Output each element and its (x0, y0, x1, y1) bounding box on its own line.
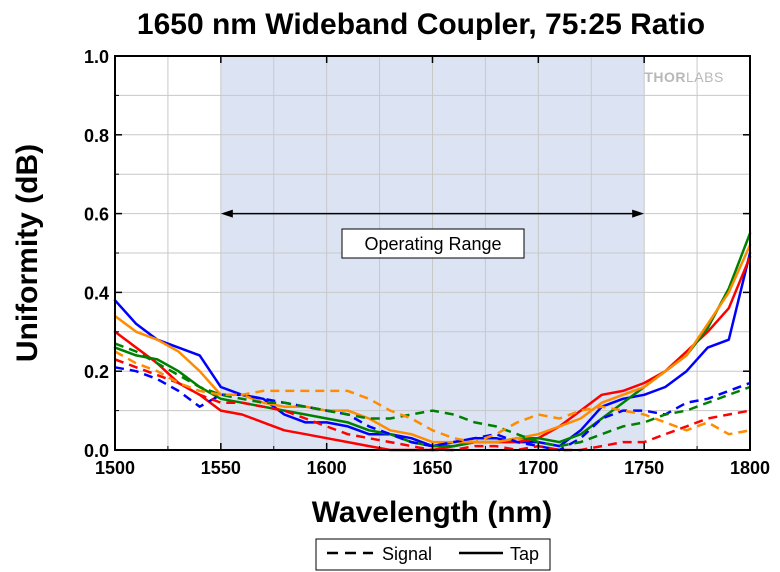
legend-box (315, 538, 551, 571)
series-solid-4 (113, 243, 752, 444)
x-tick-label: 1750 (624, 458, 664, 478)
x-tick-label: 1500 (95, 458, 135, 478)
y-tick-label: 0.0 (84, 441, 109, 461)
x-tick-label: 1650 (412, 458, 452, 478)
logo-text-light: LABS (686, 69, 724, 85)
legend-signal-label: Signal (382, 544, 432, 564)
legend: Signal Tap (315, 538, 551, 571)
x-tick-label: 1800 (730, 458, 770, 478)
operating-range-label-box (341, 228, 525, 259)
x-tick-label: 1550 (201, 458, 241, 478)
x-tick-label: 1600 (307, 458, 347, 478)
legend-tap-label: Tap (510, 544, 539, 564)
y-tick-label: 0.4 (84, 283, 109, 303)
thorlabs-logo: THOR LABS (644, 69, 723, 85)
x-axis-title: Wavelength (nm) (312, 496, 553, 529)
y-tick-label: 0.8 (84, 126, 109, 146)
y-tick-label: 0.6 (84, 205, 109, 225)
logo-text-bold: THOR (644, 69, 686, 85)
x-tick-label: 1700 (518, 458, 558, 478)
series-dashed-7 (114, 342, 751, 448)
arrow-head-right (632, 209, 645, 218)
y-tick-label: 1.0 (84, 47, 109, 67)
y-axis-title: Uniformity (dB) (11, 144, 44, 362)
y-tick-label: 0.2 (84, 362, 109, 382)
plot-area: Operating Range 1500 1550 1600 1650 1700 1750 1… (84, 47, 770, 478)
operating-range-label: Operating Range (364, 234, 501, 254)
arrow-head-left (220, 209, 233, 218)
chart-title: 1650 nm Wideband Coupler, 75:25 Ratio (137, 8, 705, 41)
series-dashed-8 (114, 350, 751, 444)
